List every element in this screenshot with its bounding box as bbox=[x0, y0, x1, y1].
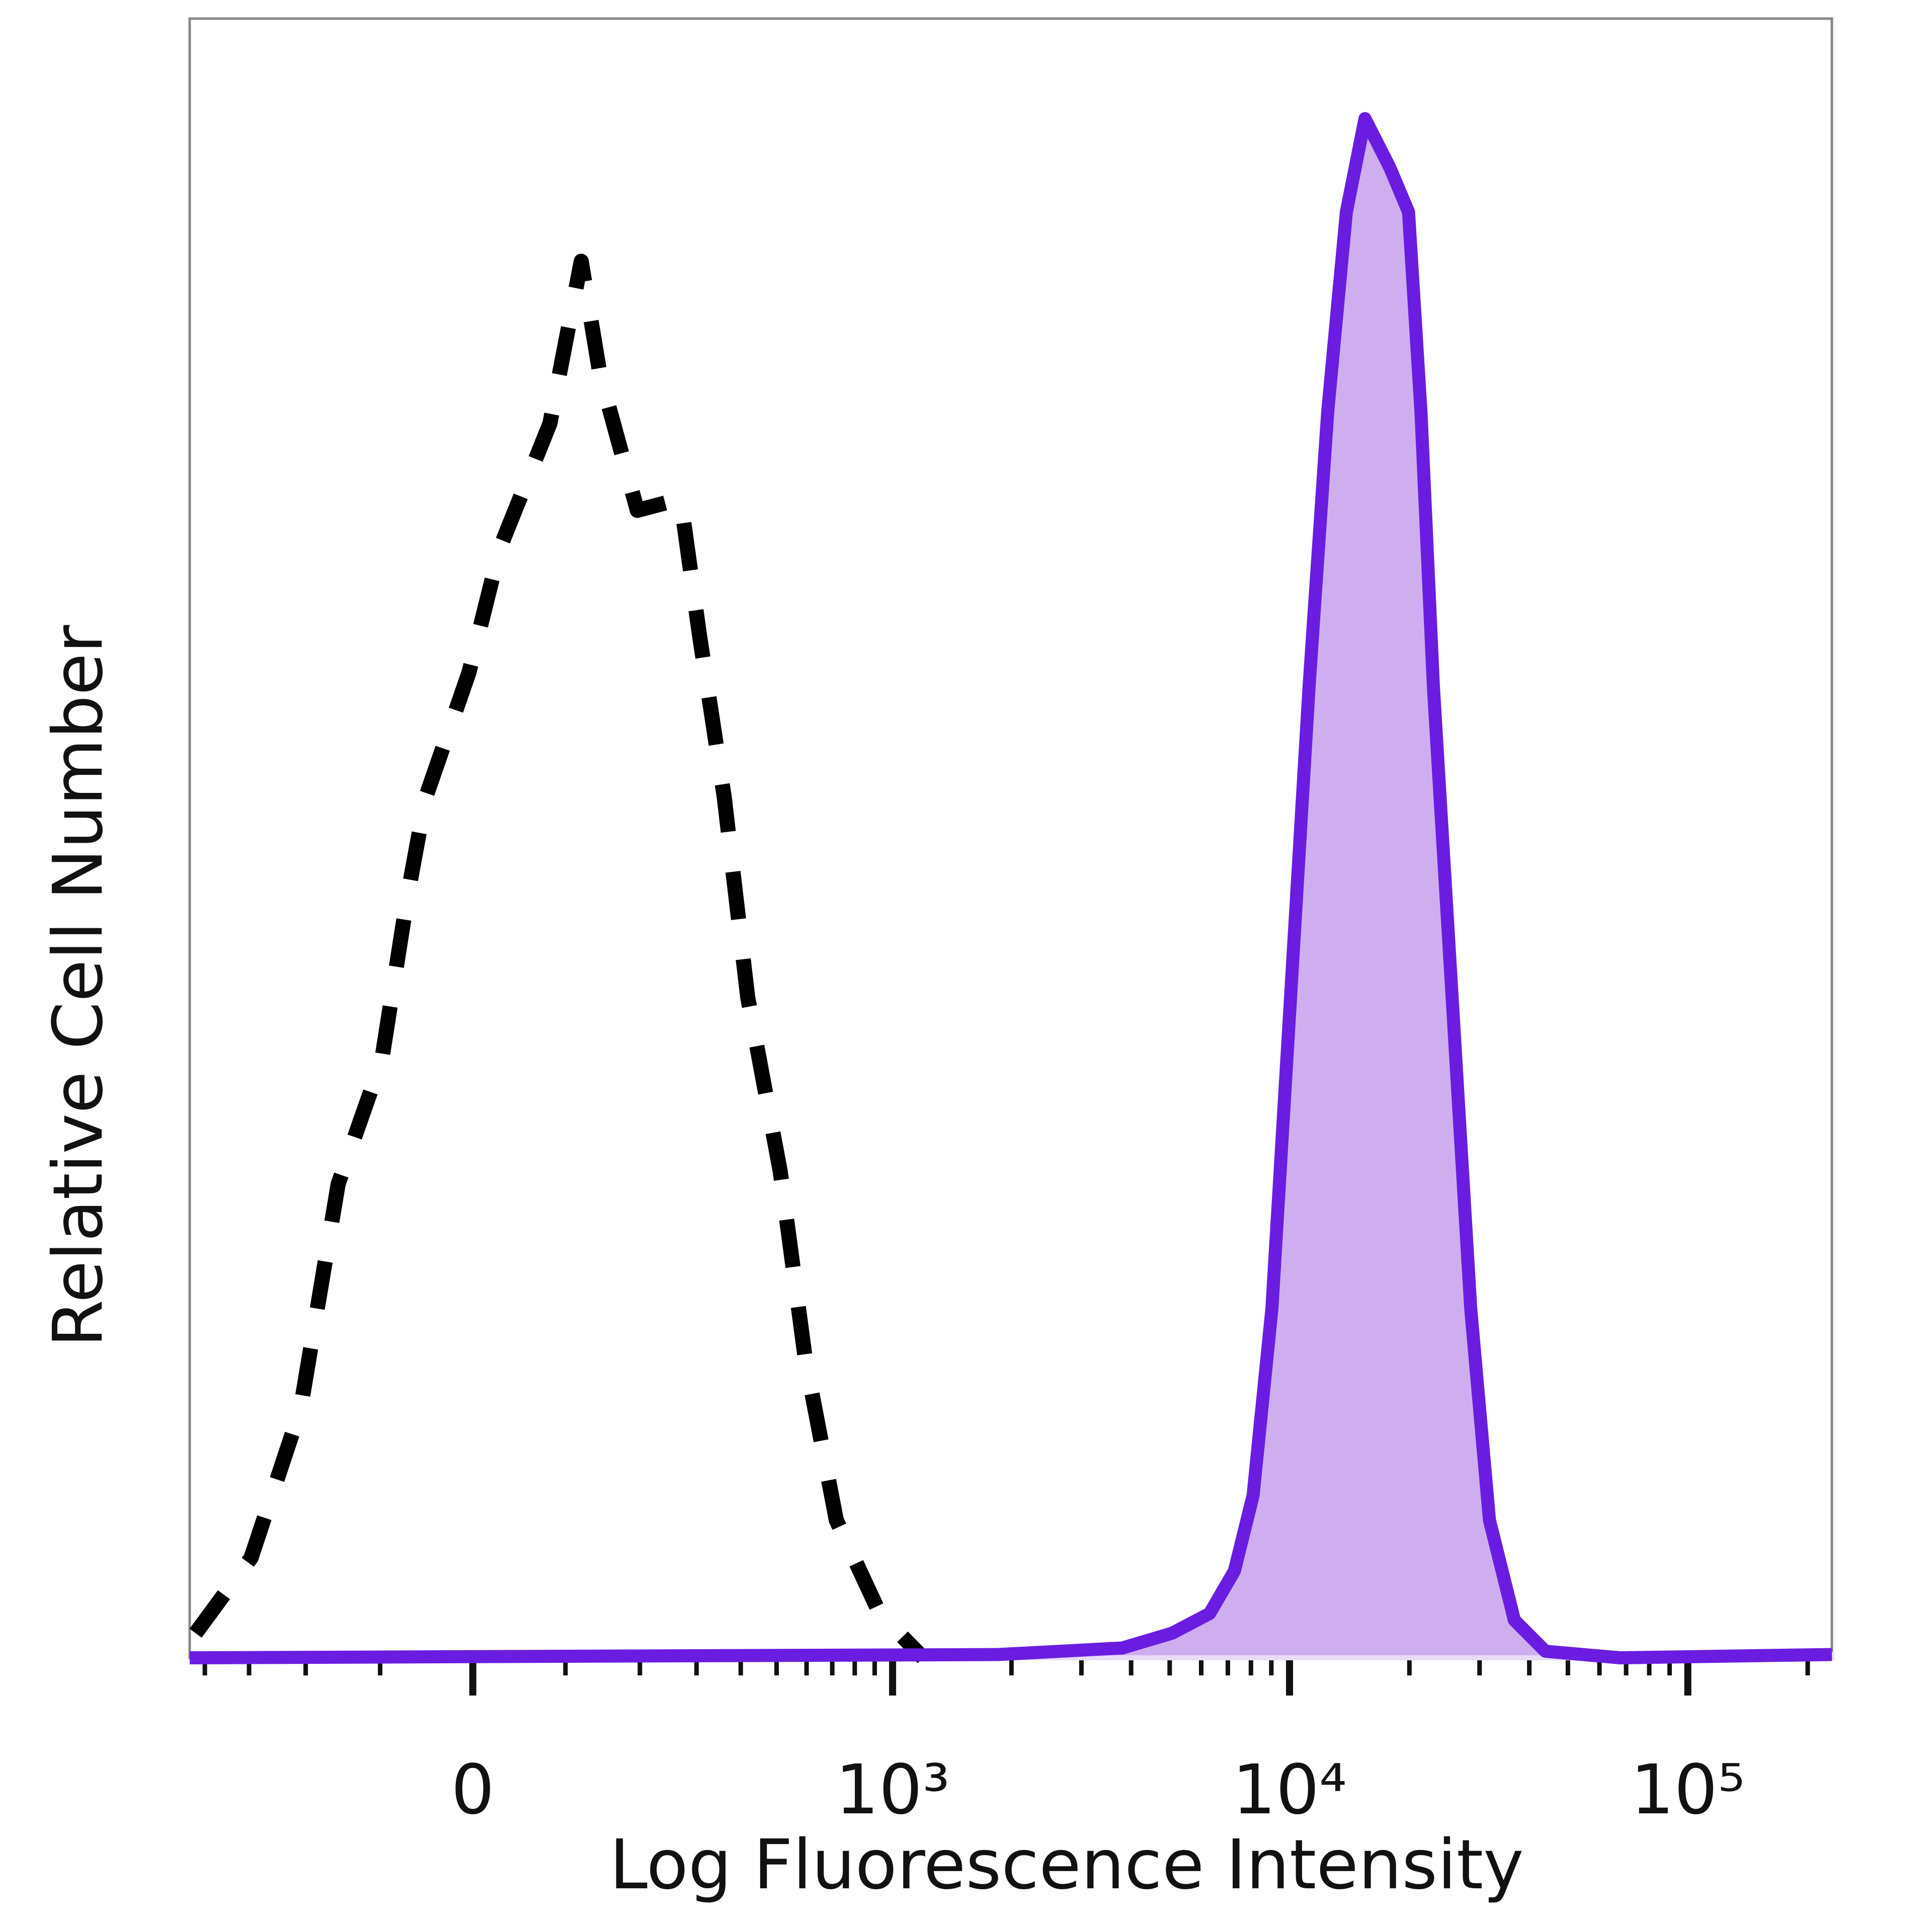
x-axis-label: Log Fluorescence Intensity bbox=[609, 1825, 1523, 1905]
plot-frame bbox=[188, 17, 1833, 1659]
x-tick-label: 10⁵ bbox=[1631, 1750, 1745, 1830]
y-axis-label: Relative Cell Number bbox=[39, 625, 118, 1347]
control-histogram bbox=[189, 254, 929, 1663]
x-tick-label: 10⁴ bbox=[1232, 1750, 1347, 1830]
x-tick-label: 0 bbox=[451, 1750, 495, 1830]
x-tick-label: 10³ bbox=[835, 1750, 950, 1830]
stained-histogram bbox=[189, 112, 1832, 1664]
